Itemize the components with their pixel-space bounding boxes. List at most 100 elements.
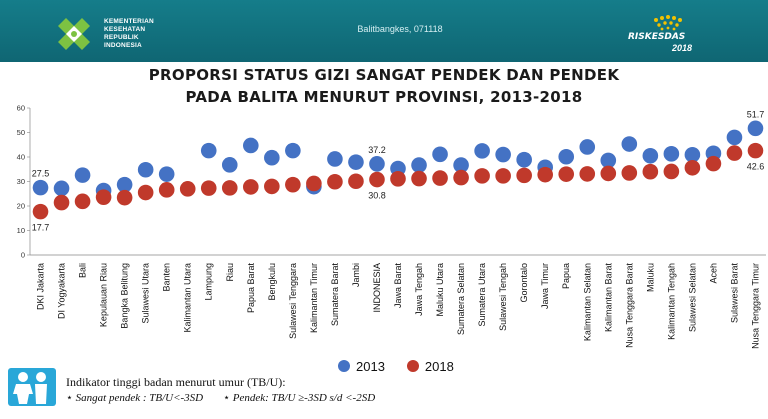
category-label: Kalimantan Timur: [309, 263, 319, 333]
dot-2018: [600, 165, 617, 182]
legend-marker-2013: [338, 360, 350, 372]
dot-2018: [32, 203, 49, 220]
dot-2018: [200, 180, 217, 196]
dot-2018: [621, 165, 638, 181]
category-label: Banten: [162, 263, 172, 292]
legend-item-2018: 2018: [406, 358, 454, 374]
dot-2018: [411, 170, 427, 187]
legend-marker-2018: [406, 360, 419, 372]
dot-2013: [411, 157, 427, 173]
dot-2018: [474, 168, 490, 184]
dot-2013: [747, 120, 764, 137]
y-tick-label: 0: [21, 251, 25, 260]
dot-2013: [663, 146, 680, 162]
dot-2018: [705, 155, 722, 172]
data-label: 30.8: [368, 191, 386, 201]
dot-2018: [306, 175, 322, 192]
category-label: DKI Jakarta: [36, 263, 46, 310]
dot-2013: [516, 151, 532, 168]
dot-2018: [642, 163, 659, 180]
category-label: DI Yogyakarta: [57, 263, 67, 319]
star-icon: ⋆: [223, 392, 233, 404]
dot-2013: [558, 148, 575, 165]
y-tick-label: 30: [17, 177, 25, 186]
ministry-line-2: KESEHATAN: [104, 26, 146, 33]
y-tick-label: 50: [17, 128, 25, 137]
dot-2013: [243, 137, 259, 154]
dot-2013: [495, 146, 511, 163]
data-label: 51.7: [747, 109, 765, 119]
header-source: Balitbangkes, 071118: [357, 24, 443, 34]
chart-title-line-1: PROPORSI STATUS GIZI SANGAT PENDEK DAN P…: [148, 66, 620, 84]
category-label: Bali: [78, 263, 88, 278]
dot-2013: [53, 180, 70, 197]
category-label: Papua Barat: [246, 263, 256, 314]
chart-title-line-2: PADA BALITA MENURUT PROVINSI, 2013-2018: [185, 88, 583, 106]
dot-2013: [453, 157, 469, 173]
dot-2018: [558, 166, 575, 182]
dot-2013: [74, 167, 91, 183]
dot-2013: [474, 143, 490, 159]
dot-2018: [264, 178, 280, 195]
dot-2018: [179, 181, 196, 197]
dot-2018: [116, 189, 133, 206]
ministry-line-1: KEMENTERIAN: [104, 18, 154, 25]
category-label: Sumatera Utara: [477, 263, 487, 327]
category-label: Nusa Tenggara Timur: [750, 263, 760, 349]
note-item-severe: ⋆ Sangat pendek : TB/U<-3SD: [66, 390, 203, 406]
data-label: 27.5: [32, 169, 50, 179]
dot-2018: [327, 173, 343, 190]
dot-2013: [158, 166, 175, 182]
dot-2018: [684, 159, 701, 176]
dot-2018: [285, 176, 301, 193]
children-icon: [8, 368, 56, 406]
dot-2013: [116, 176, 133, 193]
indicator-note: Indikator tinggi badan menurut umur (TB/…: [66, 375, 375, 406]
dot-2013: [642, 147, 659, 164]
dot-2018: [243, 179, 259, 195]
category-label: Sulawesi Utara: [141, 263, 151, 324]
riskesdas-logo-icon: [654, 15, 682, 31]
legend-label-2018: 2018: [424, 358, 454, 374]
data-label: 17.7: [32, 223, 50, 233]
category-label: Kalimantan Selatan: [582, 263, 592, 341]
riskesdas-year: 2018: [672, 43, 693, 53]
dot-2018: [158, 182, 175, 198]
ministry-line-4: INDONESIA: [104, 42, 142, 49]
ministry-line-3: REPUBLIK: [104, 34, 139, 41]
category-label: Maluku: [645, 263, 655, 292]
data-label: 37.2: [368, 145, 386, 155]
category-label: Papua: [561, 263, 571, 289]
category-label: Jawa Tengah: [414, 263, 424, 316]
dot-2018: [747, 142, 764, 159]
category-label: Kepulauan Riau: [99, 263, 109, 327]
category-label: Sumatera Selatan: [456, 263, 466, 335]
dot-2013: [264, 149, 280, 166]
star-icon: ⋆: [66, 392, 76, 404]
dot-2013: [432, 146, 448, 163]
dot-2018: [516, 167, 532, 184]
category-label: Gorontalo: [519, 263, 529, 303]
category-label: Bengkulu: [267, 263, 277, 301]
dot-2013: [684, 146, 701, 163]
dot-2013: [726, 129, 743, 146]
dot-2013: [327, 151, 343, 167]
ministry-logo-icon: [58, 18, 90, 50]
category-label: Sulawesi Tengah: [498, 263, 508, 331]
dot-2018: [369, 171, 385, 188]
category-label: Lampung: [204, 263, 214, 301]
category-label: Sulawesi Barat: [729, 263, 739, 324]
dot-2013: [348, 154, 364, 170]
dot-2013: [200, 142, 217, 159]
dot-2018: [663, 163, 680, 180]
legend-item-2013: 2013: [338, 359, 385, 374]
category-label: Riau: [225, 263, 235, 282]
category-label: Sumatera Barat: [330, 263, 340, 327]
note-item-stunted-text: Pendek: TB/U ≥-3SD s/d <-2SD: [232, 392, 376, 404]
dot-2018: [390, 171, 406, 187]
category-label: INDONESIA: [372, 263, 382, 313]
dot-2018: [74, 193, 91, 210]
category-label: Kalimantan Tengah: [666, 263, 676, 340]
ministry-name: KEMENTERIAN KESEHATAN REPUBLIK INDONESIA: [104, 18, 154, 50]
